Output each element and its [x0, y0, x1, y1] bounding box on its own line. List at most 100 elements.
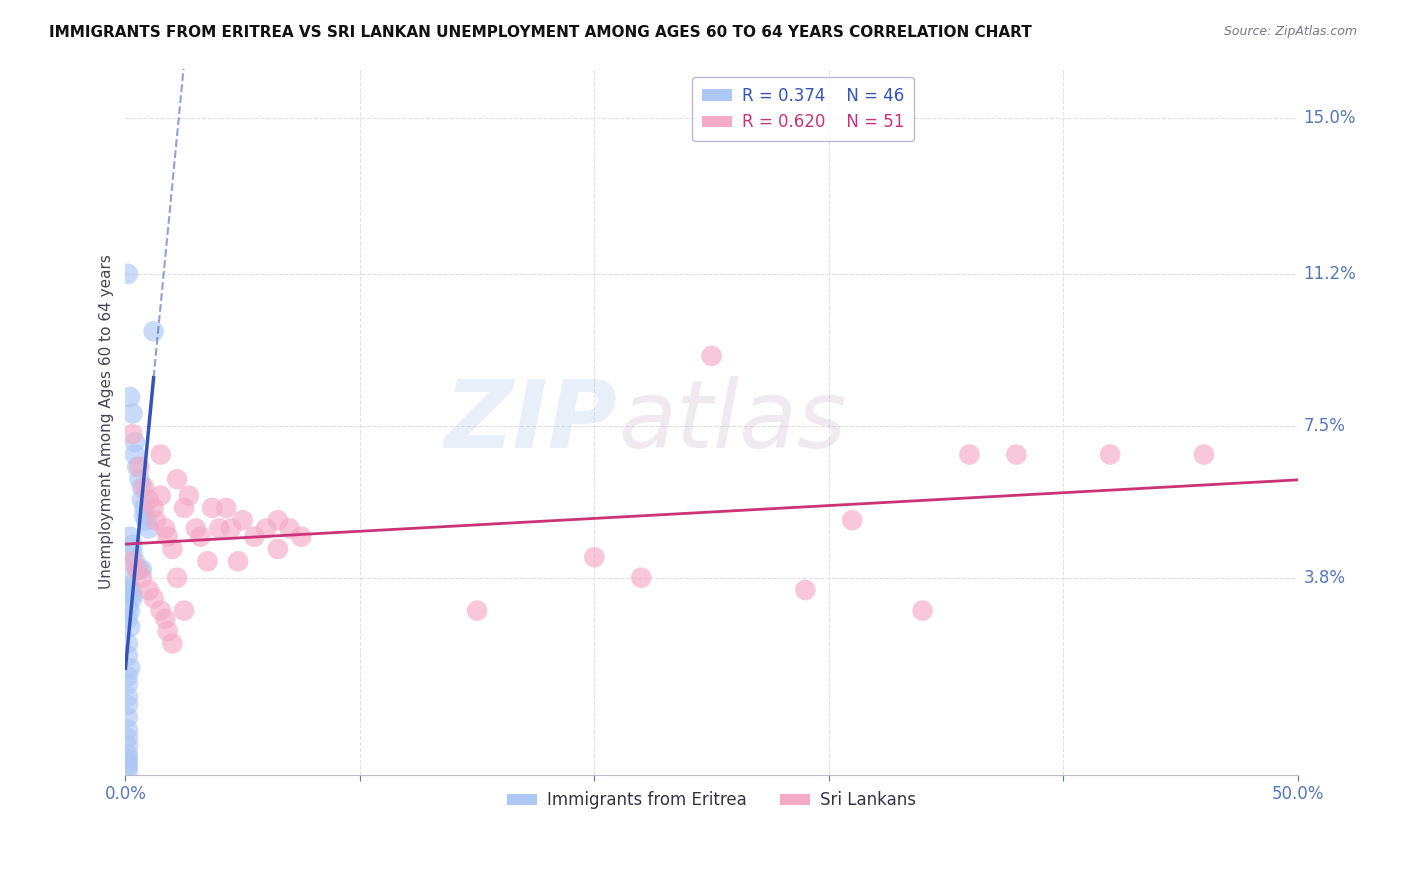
Point — [121, 554, 143, 568]
Point — [120, 579, 142, 593]
Point — [117, 612, 139, 626]
Point — [127, 562, 149, 576]
Point — [120, 530, 142, 544]
Point — [232, 513, 254, 527]
Point — [267, 541, 290, 556]
Point — [155, 521, 177, 535]
Point — [1099, 448, 1122, 462]
Point — [841, 513, 863, 527]
Point — [117, 739, 139, 753]
Point — [911, 603, 934, 617]
Text: 15.0%: 15.0% — [1303, 109, 1355, 127]
Point — [120, 603, 142, 617]
Point — [142, 591, 165, 606]
Point — [138, 521, 160, 535]
Point — [120, 661, 142, 675]
Point — [121, 538, 143, 552]
Point — [156, 530, 179, 544]
Point — [120, 390, 142, 404]
Point — [121, 587, 143, 601]
Point — [219, 521, 242, 535]
Point — [127, 562, 149, 576]
Point — [134, 480, 156, 494]
Point — [794, 582, 817, 597]
Point — [1005, 448, 1028, 462]
Point — [142, 500, 165, 515]
Point — [117, 636, 139, 650]
Point — [166, 571, 188, 585]
Point — [117, 599, 139, 614]
Point — [131, 571, 153, 585]
Point — [149, 448, 172, 462]
Point — [267, 513, 290, 527]
Point — [184, 521, 207, 535]
Point — [124, 448, 146, 462]
Point — [243, 530, 266, 544]
Point — [131, 492, 153, 507]
Point — [583, 550, 606, 565]
Point — [149, 603, 172, 617]
Point — [117, 764, 139, 778]
Point — [465, 603, 488, 617]
Point — [117, 669, 139, 683]
Point — [138, 582, 160, 597]
Point — [208, 521, 231, 535]
Point — [145, 513, 167, 527]
Point — [124, 554, 146, 568]
Point — [149, 489, 172, 503]
Point — [173, 500, 195, 515]
Point — [177, 489, 200, 503]
Point — [117, 698, 139, 712]
Point — [131, 562, 153, 576]
Point — [121, 591, 143, 606]
Point — [121, 427, 143, 442]
Y-axis label: Unemployment Among Ages 60 to 64 years: Unemployment Among Ages 60 to 64 years — [100, 254, 114, 589]
Point — [117, 731, 139, 745]
Point — [215, 500, 238, 515]
Text: 3.8%: 3.8% — [1303, 569, 1346, 587]
Point — [117, 690, 139, 704]
Point — [201, 500, 224, 515]
Point — [162, 541, 184, 556]
Point — [131, 480, 153, 494]
Point — [117, 571, 139, 585]
Point — [197, 554, 219, 568]
Point — [173, 603, 195, 617]
Text: atlas: atlas — [617, 376, 846, 467]
Point — [700, 349, 723, 363]
Point — [117, 648, 139, 663]
Point — [128, 562, 150, 576]
Legend: Immigrants from Eritrea, Sri Lankans: Immigrants from Eritrea, Sri Lankans — [501, 785, 922, 816]
Point — [117, 710, 139, 724]
Point — [127, 459, 149, 474]
Point — [117, 751, 139, 765]
Point — [117, 677, 139, 691]
Text: Source: ZipAtlas.com: Source: ZipAtlas.com — [1223, 25, 1357, 38]
Point — [120, 620, 142, 634]
Point — [1192, 448, 1215, 462]
Point — [128, 472, 150, 486]
Point — [128, 459, 150, 474]
Text: IMMIGRANTS FROM ERITREA VS SRI LANKAN UNEMPLOYMENT AMONG AGES 60 TO 64 YEARS COR: IMMIGRANTS FROM ERITREA VS SRI LANKAN UN… — [49, 25, 1032, 40]
Point — [124, 435, 146, 450]
Point — [138, 492, 160, 507]
Point — [226, 554, 249, 568]
Point — [120, 582, 142, 597]
Point — [117, 267, 139, 281]
Point — [959, 448, 981, 462]
Point — [290, 530, 312, 544]
Point — [117, 759, 139, 773]
Point — [121, 546, 143, 560]
Point — [117, 747, 139, 762]
Point — [155, 612, 177, 626]
Point — [134, 500, 156, 515]
Text: 11.2%: 11.2% — [1303, 265, 1357, 283]
Point — [278, 521, 301, 535]
Point — [134, 509, 156, 524]
Point — [117, 723, 139, 737]
Point — [190, 530, 212, 544]
Point — [156, 624, 179, 639]
Point — [121, 407, 143, 421]
Point — [117, 756, 139, 770]
Text: 7.5%: 7.5% — [1303, 417, 1346, 434]
